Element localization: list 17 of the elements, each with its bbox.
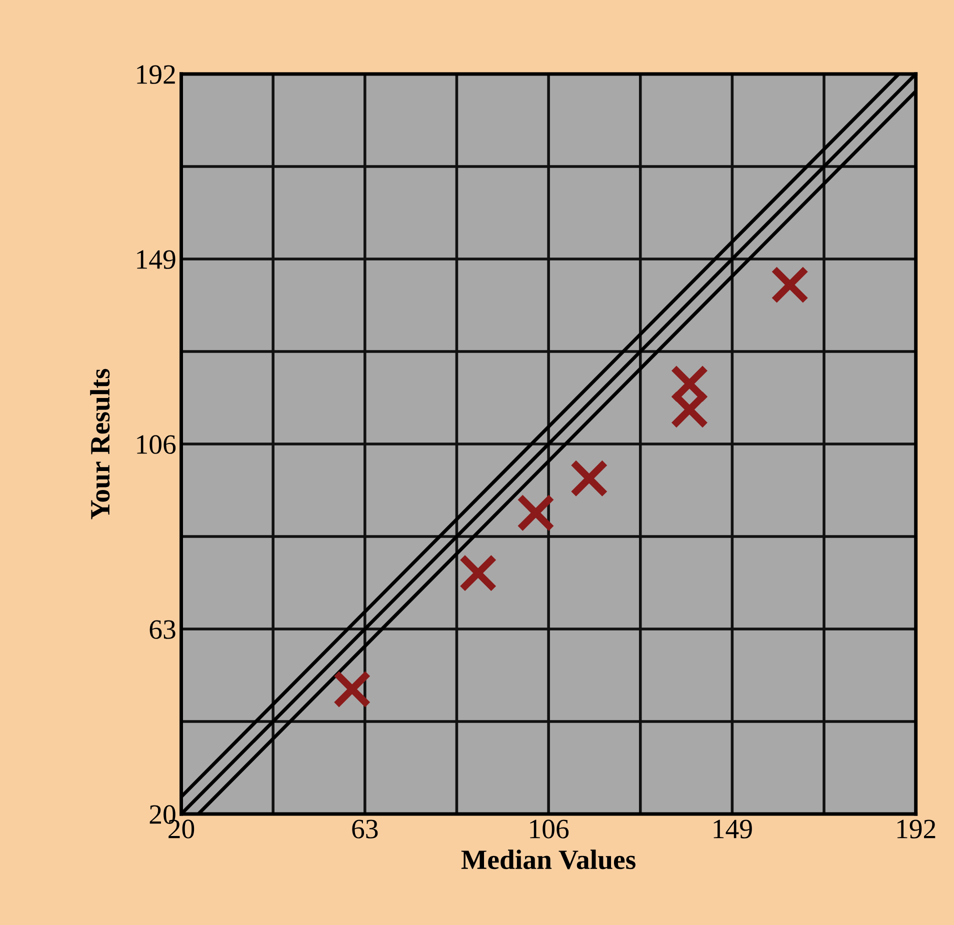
y-tick-label: 192: [137, 65, 175, 84]
y-axis-title: Your Results: [90, 368, 110, 520]
point: [570, 459, 608, 498]
point: [670, 364, 708, 403]
x-tick-label: 106: [530, 820, 569, 838]
y-tick-label: 149: [137, 250, 176, 269]
y-tick-label: 63: [150, 620, 176, 639]
x-tick-label: 149: [714, 820, 752, 838]
x-axis-title: Median Values: [461, 850, 636, 870]
y-tick-label: 106: [137, 435, 176, 454]
point: [670, 390, 708, 429]
point: [516, 494, 555, 532]
x-tick-label: 63: [352, 820, 378, 838]
point: [459, 554, 498, 592]
point: [333, 670, 372, 708]
x-tick-label: 192: [897, 820, 936, 838]
point: [770, 266, 809, 304]
